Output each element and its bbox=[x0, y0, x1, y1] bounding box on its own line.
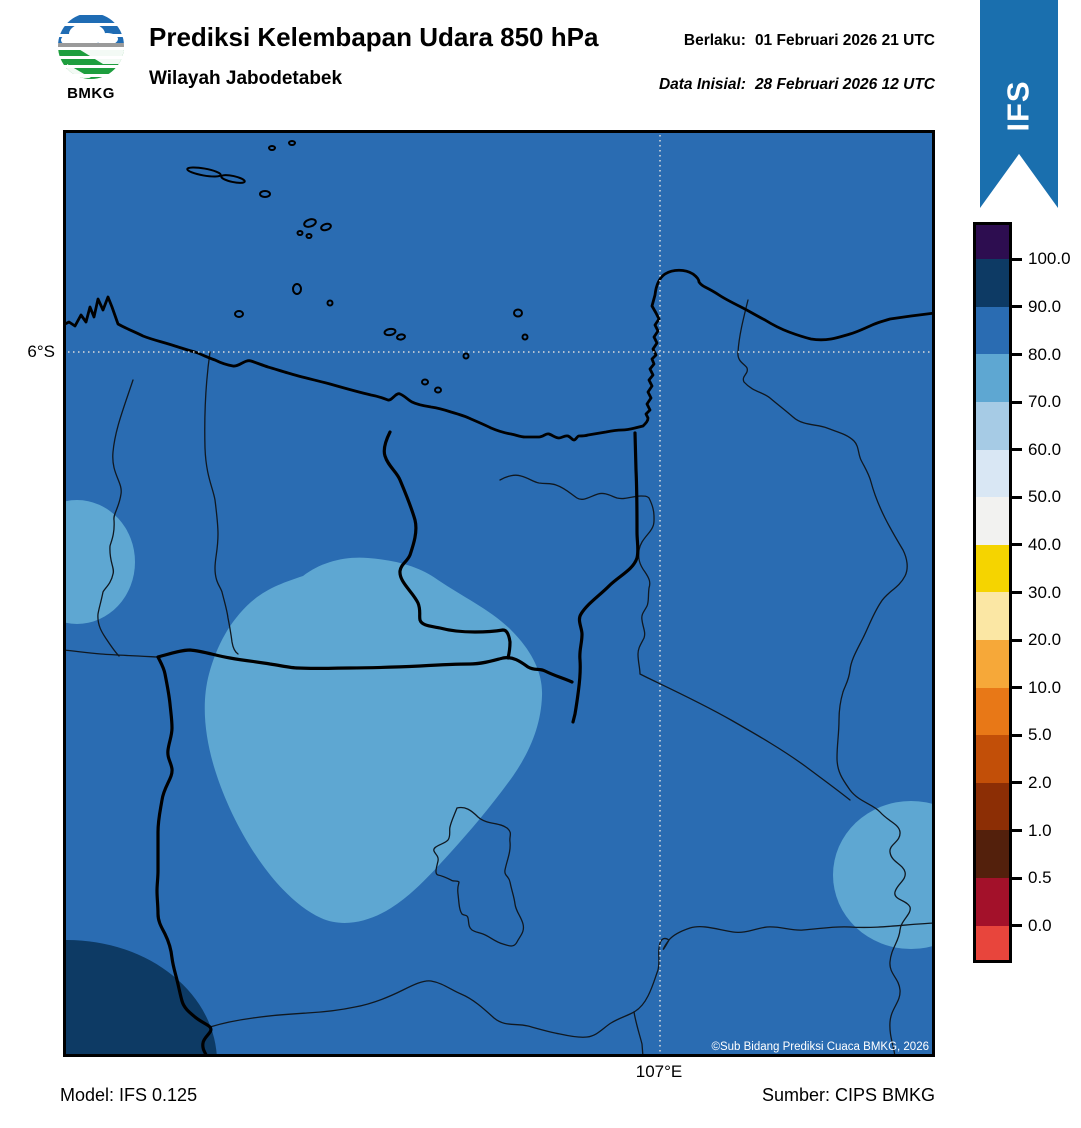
colorbar-tick-mark bbox=[1012, 733, 1022, 737]
valid-time-label: Berlaku: bbox=[683, 32, 746, 49]
colorbar-tick-label: 90.0 bbox=[1028, 296, 1062, 316]
colorbar-tick-mark bbox=[1012, 400, 1022, 404]
colorbar-tick-mark bbox=[1012, 543, 1022, 547]
colorbar-tick-label: 50.0 bbox=[1028, 487, 1062, 507]
colorbar-segment bbox=[976, 687, 1009, 736]
colorbar-tick-label: 0.0 bbox=[1028, 915, 1052, 935]
bmkg-logo-text: BMKG bbox=[67, 85, 115, 102]
colorbar-tick-mark bbox=[1012, 495, 1022, 499]
bmkg-logo: BMKG bbox=[55, 12, 127, 102]
colorbar-segment bbox=[976, 782, 1009, 831]
colorbar-segment bbox=[976, 449, 1009, 498]
islands bbox=[186, 140, 529, 394]
model-ribbon-label: IFS bbox=[1000, 80, 1036, 132]
model-ribbon: IFS bbox=[980, 0, 1058, 208]
humidity-field-base bbox=[63, 130, 935, 1057]
colorbar-tick-label: 100.0 bbox=[1028, 249, 1071, 269]
colorbar-segment bbox=[976, 497, 1009, 545]
colorbar-tick-label: 60.0 bbox=[1028, 439, 1062, 459]
humidity-map-svg: ©Sub Bidang Prediksi Cuaca BMKG, 2026 bbox=[63, 130, 935, 1057]
colorbar-segment bbox=[976, 402, 1009, 450]
colorbar-tick-mark bbox=[1012, 305, 1022, 309]
page-title: Prediksi Kelembapan Udara 850 hPa bbox=[149, 22, 599, 52]
colorbar-segment bbox=[976, 259, 1009, 307]
colorbar-tick-mark bbox=[1012, 924, 1022, 928]
colorbar-segment bbox=[976, 878, 1009, 926]
colorbar-tick-label: 30.0 bbox=[1028, 582, 1062, 602]
colorbar-tick-mark bbox=[1012, 686, 1022, 690]
humidity-colorbar bbox=[973, 222, 1012, 963]
page-subtitle: Wilayah Jabodetabek bbox=[149, 68, 343, 89]
colorbar-tick-mark bbox=[1012, 781, 1022, 785]
humidity-patches-70-80 bbox=[63, 500, 935, 949]
colorbar-tick-mark bbox=[1012, 591, 1022, 594]
colorbar-segment bbox=[976, 306, 1009, 355]
bmkg-logo-icon bbox=[58, 13, 124, 79]
latitude-tick-label: 6°S bbox=[27, 342, 55, 361]
colorbar-tick-mark bbox=[1012, 353, 1022, 356]
colorbar-segment bbox=[976, 640, 1009, 688]
source-info: Sumber: CIPS BMKG bbox=[761, 1085, 935, 1105]
colorbar-tick-label: 2.0 bbox=[1028, 772, 1052, 792]
colorbar-segment bbox=[976, 925, 1009, 960]
initial-time-value: 28 Februari 2026 12 UTC bbox=[754, 76, 935, 93]
colorbar-tick-mark bbox=[1012, 448, 1022, 452]
colorbar-segment bbox=[976, 225, 1009, 260]
colorbar-segment bbox=[976, 592, 1009, 641]
colorbar-segment bbox=[976, 544, 1009, 593]
colorbar-segment bbox=[976, 830, 1009, 879]
model-info: Model: IFS 0.125 bbox=[60, 1085, 198, 1105]
longitude-tick-label: 107°E bbox=[635, 1062, 683, 1081]
colorbar-tick-mark bbox=[1012, 829, 1022, 832]
humidity-map: ©Sub Bidang Prediksi Cuaca BMKG, 2026 bbox=[63, 130, 935, 1057]
colorbar-tick-label: 20.0 bbox=[1028, 630, 1062, 650]
colorbar-tick-mark bbox=[1012, 876, 1022, 880]
colorbar-tick-mark bbox=[1012, 638, 1022, 642]
colorbar-tick-label: 70.0 bbox=[1028, 392, 1062, 412]
colorbar-tick-mark bbox=[1012, 257, 1022, 261]
regency-boundaries bbox=[63, 299, 935, 1057]
colorbar-tick-label: 80.0 bbox=[1028, 344, 1062, 364]
initial-time-label: Data Inisial: bbox=[658, 76, 746, 93]
valid-time: Berlaku: 01 Februari 2026 21 UTC bbox=[684, 32, 935, 50]
colorbar-segment bbox=[976, 354, 1009, 403]
valid-time-value: 01 Februari 2026 21 UTC bbox=[754, 32, 935, 49]
province-boundaries bbox=[155, 430, 640, 1057]
map-copyright: ©Sub Bidang Prediksi Cuaca BMKG, 2026 bbox=[711, 1041, 929, 1053]
initial-time: Data Inisial: 28 Februari 2026 12 UTC bbox=[659, 76, 935, 94]
colorbar-tick-label: 5.0 bbox=[1028, 725, 1052, 745]
coastline bbox=[63, 268, 935, 442]
colorbar-tick-label: 40.0 bbox=[1028, 534, 1062, 554]
colorbar-tick-label: 0.5 bbox=[1028, 868, 1052, 888]
colorbar-tick-label: 10.0 bbox=[1028, 677, 1062, 697]
graticule-gridlines bbox=[63, 130, 935, 1057]
colorbar-segment bbox=[976, 735, 1009, 783]
humidity-patch-90-100 bbox=[63, 940, 217, 1057]
colorbar-tick-label: 1.0 bbox=[1028, 820, 1052, 840]
